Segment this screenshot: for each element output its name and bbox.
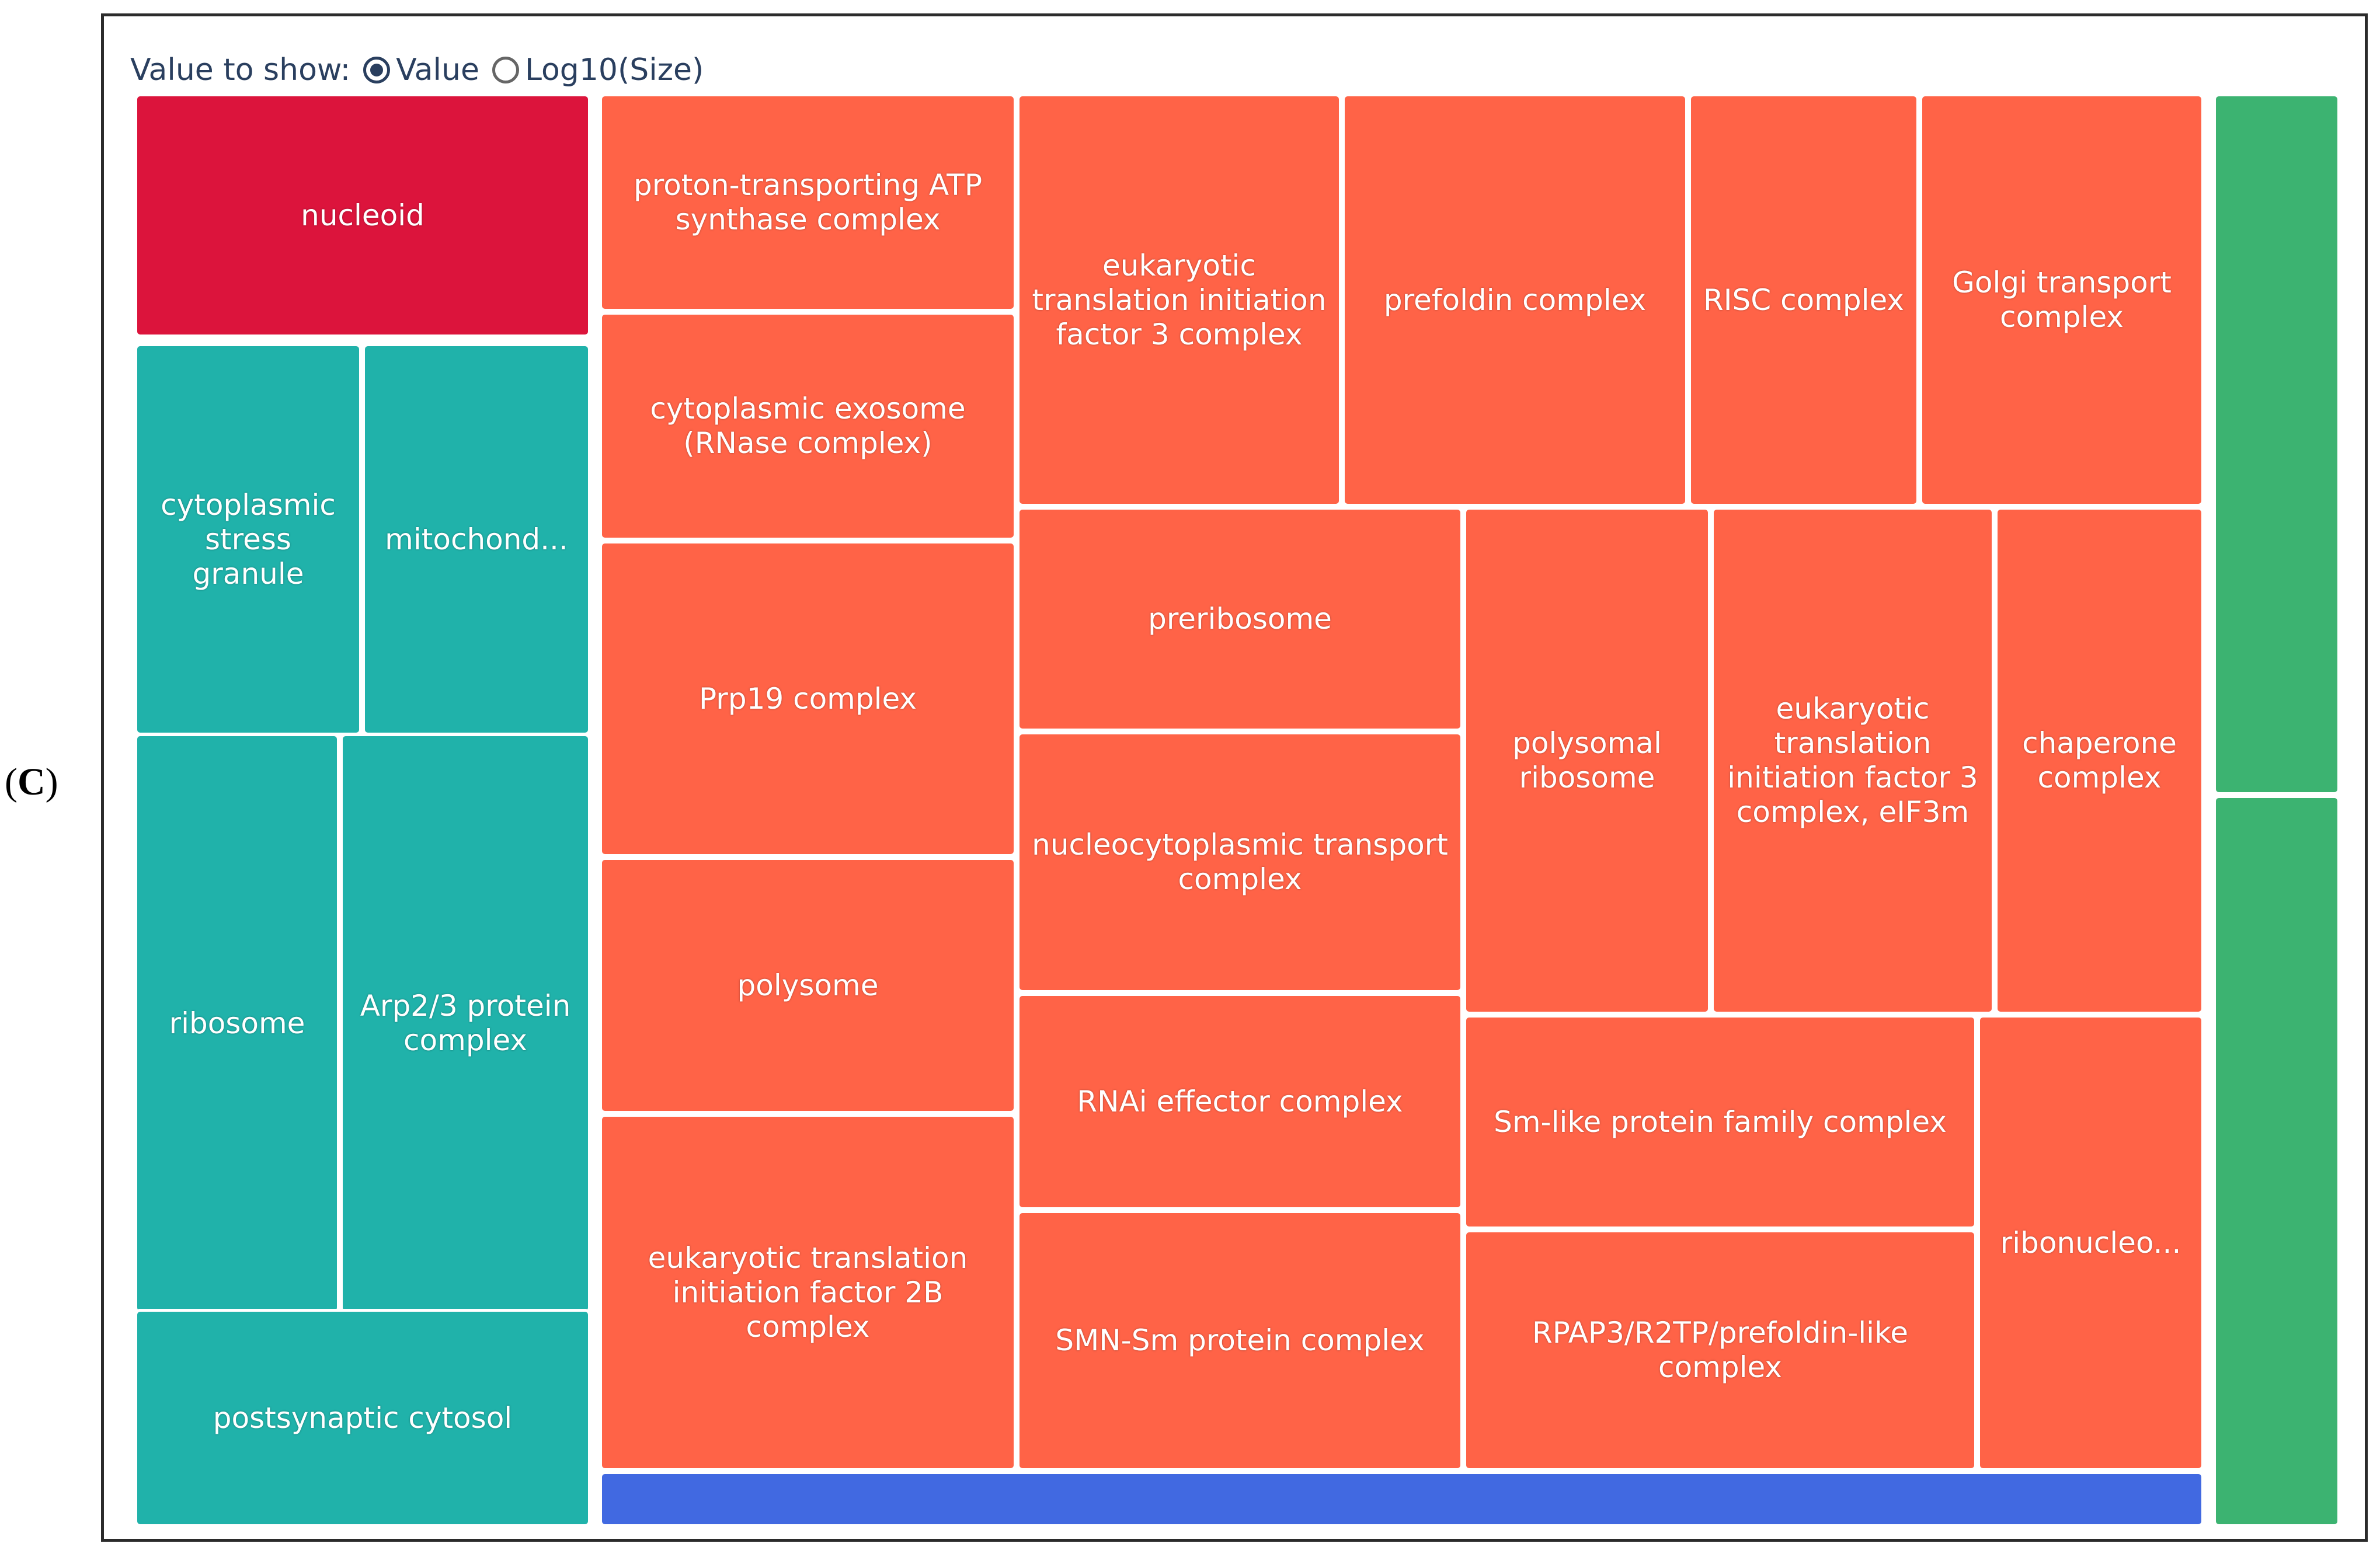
tile-label: Golgi transport complex: [1952, 266, 2172, 334]
tile-proton-transporting-atp-synthase-complex[interactable]: proton-transporting ATP synthase complex: [599, 93, 1017, 312]
tile-risc-complex[interactable]: RISC complex: [1688, 93, 1919, 507]
tile-label: prefoldin complex: [1383, 283, 1647, 317]
tile-label: ribosome: [169, 1006, 305, 1040]
tile-label: eukaryotic translation initiation factor…: [1727, 692, 1978, 829]
value-selector-prompt: Value to show:: [130, 53, 351, 88]
tile-label: RISC complex: [1703, 283, 1904, 317]
tile-cytoplasmic-exosome[interactable]: cytoplasmic exosome (RNase complex): [599, 312, 1017, 541]
radio-option-value[interactable]: Value: [350, 53, 479, 88]
tile-label: RPAP3/R2TP/prefoldin-like complex: [1532, 1316, 1908, 1384]
tile-label: preribosome: [1148, 602, 1332, 636]
radio-option-log10-size[interactable]: Log10(Size): [479, 53, 704, 88]
tile-ribonucleo[interactable]: ribonucleo...: [1977, 1015, 2204, 1471]
tile-postsynaptic-cytosol[interactable]: postsynaptic cytosol: [134, 1309, 591, 1527]
tile-label: mitochond...: [385, 522, 568, 556]
tile-label: Sm-like protein family complex: [1494, 1104, 1947, 1139]
tile-label: postsynaptic cytosol: [213, 1400, 513, 1435]
radio-option-value-label: Value: [396, 53, 479, 88]
radio-selected-icon[interactable]: [363, 57, 391, 83]
tile-label: ribonucleo...: [2000, 1225, 2181, 1260]
radio-option-log10-size-label: Log10(Size): [524, 53, 704, 88]
tile-golgi-transport-complex[interactable]: Golgi transport complex: [1919, 93, 2204, 507]
tile-label: Prp19 complex: [699, 681, 917, 716]
tile-green-group-bottom[interactable]: [2213, 795, 2340, 1527]
tile-chaperone-complex[interactable]: chaperone complex: [1995, 507, 2204, 1015]
treemap-panel: Value to show: Value Log10(Size) nucleoi…: [101, 13, 2368, 1542]
tile-label: polysome: [737, 968, 879, 1002]
tile-prp19-complex[interactable]: Prp19 complex: [599, 541, 1017, 857]
tile-label: nucleoid: [301, 198, 424, 232]
tile-prefoldin-complex[interactable]: prefoldin complex: [1342, 93, 1688, 507]
figure-panel-label: (C): [5, 761, 58, 803]
tile-label: nucleocytoplasmic transport complex: [1032, 828, 1448, 896]
tile-nucleoid[interactable]: nucleoid: [134, 93, 591, 337]
tile-label: cytoplasmic exosome (RNase complex): [650, 392, 966, 460]
tile-label: eukaryotic translation initiation factor…: [1032, 248, 1327, 351]
tile-ribosome[interactable]: ribosome: [134, 733, 340, 1313]
tile-rpap3-r2tp-prefoldin-like-complex[interactable]: RPAP3/R2TP/prefoldin-like complex: [1463, 1229, 1977, 1471]
tile-eif3-complex[interactable]: eukaryotic translation initiation factor…: [1017, 93, 1342, 507]
tile-blue-group[interactable]: [599, 1471, 2204, 1527]
tile-rnai-effector-complex[interactable]: RNAi effector complex: [1017, 993, 1463, 1210]
tile-polysomal-ribosome[interactable]: polysomal ribosome: [1463, 507, 1711, 1015]
tile-eif2b-complex[interactable]: eukaryotic translation initiation factor…: [599, 1114, 1017, 1471]
tile-label: eukaryotic translation initiation factor…: [648, 1241, 968, 1344]
tile-eif3-complex-eif3m[interactable]: eukaryotic translation initiation factor…: [1711, 507, 1995, 1015]
tile-polysome[interactable]: polysome: [599, 857, 1017, 1114]
value-selector: Value to show: Value Log10(Size): [130, 47, 704, 93]
tile-green-group-top[interactable]: [2213, 93, 2340, 795]
tile-cytoplasmic-stress-granule[interactable]: cytoplasmic stress granule: [134, 343, 362, 736]
tile-label: Arp2/3 protein complex: [360, 989, 571, 1057]
tile-sm-like-protein-family-complex[interactable]: Sm-like protein family complex: [1463, 1015, 1977, 1229]
tile-label: SMN-Sm protein complex: [1055, 1323, 1425, 1357]
tile-label: RNAi effector complex: [1077, 1084, 1403, 1119]
tile-preribosome[interactable]: preribosome: [1017, 507, 1463, 731]
tile-label: proton-transporting ATP synthase complex: [634, 168, 982, 236]
radio-unselected-icon[interactable]: [492, 57, 519, 83]
tile-label: chaperone complex: [2022, 726, 2177, 795]
tile-nucleocytoplasmic-transport-complex[interactable]: nucleocytoplasmic transport complex: [1017, 731, 1463, 993]
tile-arp23-protein-complex[interactable]: Arp2/3 protein complex: [340, 733, 591, 1313]
tile-smn-sm-protein-complex[interactable]: SMN-Sm protein complex: [1017, 1210, 1463, 1471]
tile-mitochond[interactable]: mitochond...: [362, 343, 591, 736]
tile-label: cytoplasmic stress granule: [161, 487, 336, 591]
tile-label: polysomal ribosome: [1512, 726, 1662, 795]
